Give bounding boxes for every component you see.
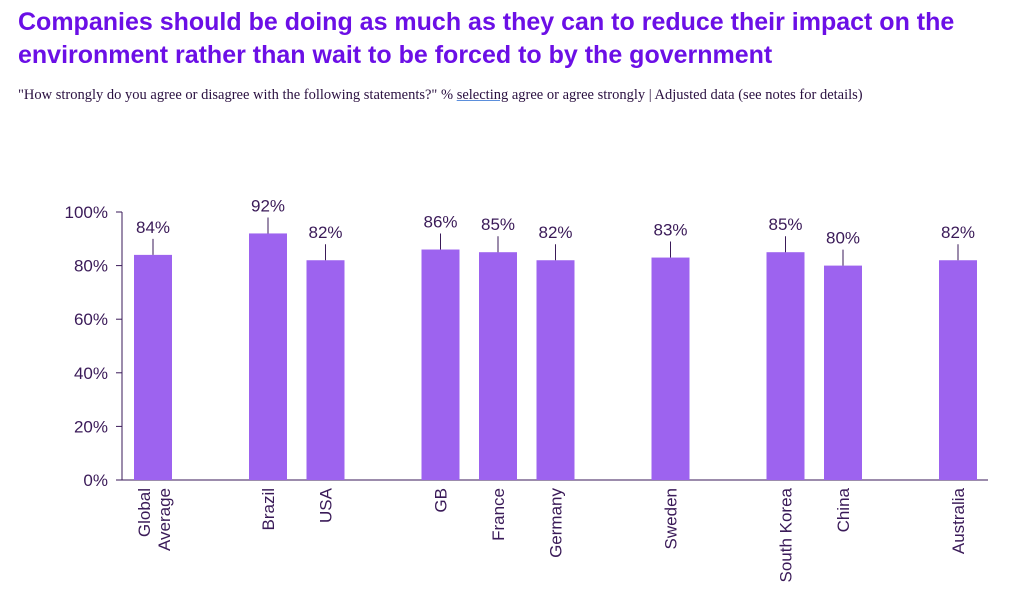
y-tick-label: 60% [74,310,108,329]
bar [651,257,690,480]
subtitle-underlined-word: selecting [456,87,509,103]
data-label: 83% [653,221,687,240]
subtitle-text: agree or agree strongly | Adjusted data … [508,87,863,103]
chart-subtitle: "How strongly do you agree or disagree w… [18,87,1008,104]
data-label: 82% [941,223,975,242]
bar [421,249,460,480]
y-tick-label: 20% [74,417,108,436]
data-label: 80% [826,229,860,248]
data-label: 82% [538,223,572,242]
data-label: 92% [251,196,285,215]
x-category-label: South Korea [777,487,796,582]
subtitle-text: "How strongly do you agree or disagree w… [18,87,457,103]
chart-title: Companies should be doing as much as the… [18,8,955,69]
y-tick-label: 100% [65,203,108,222]
bar [306,260,345,480]
x-category-label: USA [317,487,336,523]
y-tick-label: 40% [74,364,108,383]
bar [824,265,862,480]
y-tick-label: 80% [74,257,108,276]
data-label: 85% [768,215,802,234]
bar [939,260,977,480]
x-category-label: Brazil [259,488,278,531]
data-label: 84% [136,218,170,237]
bar [479,252,517,480]
x-category-label: Australia [949,487,968,554]
data-label: 82% [308,223,342,242]
bar [766,252,805,480]
x-category-label: Global [135,488,154,537]
data-label: 86% [423,213,457,232]
x-category-label: Germany [547,488,566,558]
bar [249,233,287,480]
data-label: 85% [481,215,515,234]
x-category-label: Average [155,488,174,551]
x-category-label: France [489,488,508,541]
x-category-label: China [834,487,853,532]
x-category-label: GB [432,488,451,513]
bar [536,260,575,480]
x-category-label: Sweden [662,488,681,549]
bar [134,254,172,480]
y-tick-label: 0% [83,471,108,490]
